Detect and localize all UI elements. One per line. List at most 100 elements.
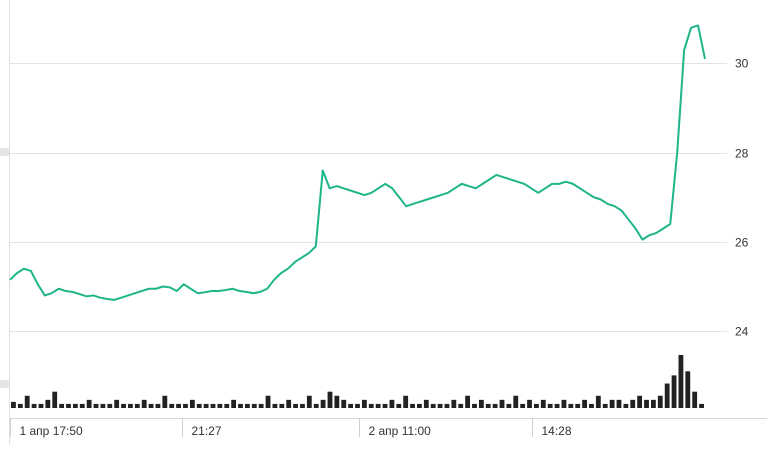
volume-bar [286,399,292,408]
volume-bar [595,395,601,408]
x-tick-label: 14:28 [542,424,572,438]
volume-bar [623,403,629,408]
x-tick-label: 2 апр 11:00 [369,424,432,438]
volume-bar [630,399,636,408]
volume-bar [678,355,684,408]
volume-bar [100,403,106,408]
volume-bar [671,375,677,408]
volume-bar [31,403,37,408]
volume-bar [609,399,615,408]
volume-bar [403,395,409,408]
volume-bar [128,403,133,408]
y-tick-labels: 24 26 28 30 [735,57,749,339]
volume-bar [637,395,643,408]
volume-bar [417,403,422,408]
volume-bar [520,403,526,408]
volume-bar [692,391,698,408]
volume-bar [589,403,594,408]
volume-bar [506,403,512,408]
volume-bar [169,403,175,408]
volume-bar [644,399,649,408]
volume-bar [320,399,326,408]
volume-bar [114,399,120,408]
volume-bar [148,403,154,408]
volume-bar [217,403,223,408]
volume-bar [93,403,99,408]
volume-bar [183,403,188,408]
volume-bar [472,403,477,408]
volume-bar [238,403,243,408]
volume-bar [196,403,202,408]
volume-bar [575,403,581,408]
volume-bar [685,371,691,408]
volume-bar [616,399,622,408]
volume-bar [699,403,704,408]
price-line-group [9,24,706,301]
volume-bar [540,399,546,408]
volume-bar [162,395,168,408]
volume-bar [272,403,278,408]
volume-bar [66,403,71,408]
volume-bar [382,403,388,408]
volume-bar [375,403,381,408]
volume-bar [534,403,539,408]
volume-bar [492,403,498,408]
volume-bar [79,403,85,408]
grid-lines [10,63,727,332]
volume-bar [306,395,312,408]
volume-bar [251,403,257,408]
volume-bar [224,403,230,408]
y-tick-label: 30 [735,57,749,71]
volume-bar [465,395,471,408]
volume-bar [24,395,30,408]
volume-bar [513,395,519,408]
volume-bar [444,403,450,408]
y-tick-label: 24 [735,325,749,339]
volume-bar [582,399,587,408]
volume-bar [657,395,663,408]
volume-bar [334,395,340,408]
volume-bar [134,403,140,408]
x-tick-labels: 1 апр 17:50 21:27 2 апр 11:00 14:28 [10,418,572,438]
x-tick-label: 1 апр 17:50 [20,424,84,438]
volume-bar [568,403,574,408]
price-line [9,24,706,301]
volume-bar [478,399,484,408]
volume-bar [203,403,209,408]
volume-bar [17,403,23,408]
volume-bar [602,403,608,408]
volume-bar [361,399,367,408]
volume-bar [423,399,429,408]
volume-bar [141,399,147,408]
volume-bar [210,403,216,408]
volume-bar [155,403,161,408]
volume-bar [650,399,656,408]
volume-bar [313,403,319,408]
volume-bar [396,403,402,408]
volume-bar [327,391,333,408]
volume-bar [86,399,92,408]
volume-bar [499,399,505,408]
volume-bar [368,403,374,408]
volume-bar [664,383,670,408]
volume-bar [279,403,285,408]
volume-bar [341,399,347,408]
volume-bar [45,399,51,408]
volume-bar [430,403,436,408]
volume-bar [121,403,126,408]
volume-bar [176,403,181,408]
x-tick-label: 21:27 [192,424,222,438]
volume-bar [437,403,443,408]
volume-bar [547,403,553,408]
volume-bar [561,399,567,408]
volume-bar [38,403,44,408]
volume-bar [451,399,457,408]
volume-bar [258,403,264,408]
volume-bar [410,403,415,408]
volume-bar [107,403,113,408]
volume-bar [244,403,250,408]
volume-bar [11,401,16,408]
y-tick-label: 28 [735,147,749,161]
